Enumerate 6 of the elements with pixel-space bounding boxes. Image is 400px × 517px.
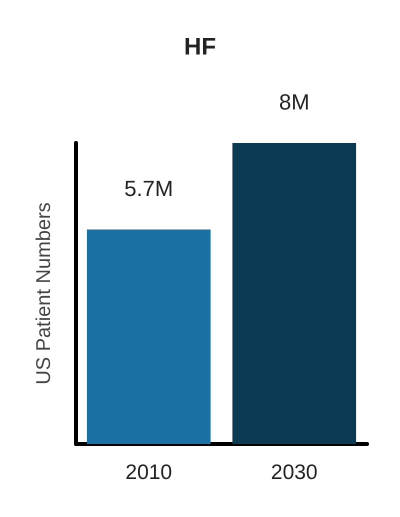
data-label: 5.7M bbox=[124, 176, 174, 202]
chart-title: HF bbox=[184, 34, 216, 60]
x-tick-label: 2030 bbox=[270, 461, 318, 484]
x-tick-label: 2010 bbox=[125, 461, 172, 484]
y-axis-title: US Patient Numbers bbox=[33, 202, 55, 385]
data-label: 8M bbox=[278, 90, 310, 114]
